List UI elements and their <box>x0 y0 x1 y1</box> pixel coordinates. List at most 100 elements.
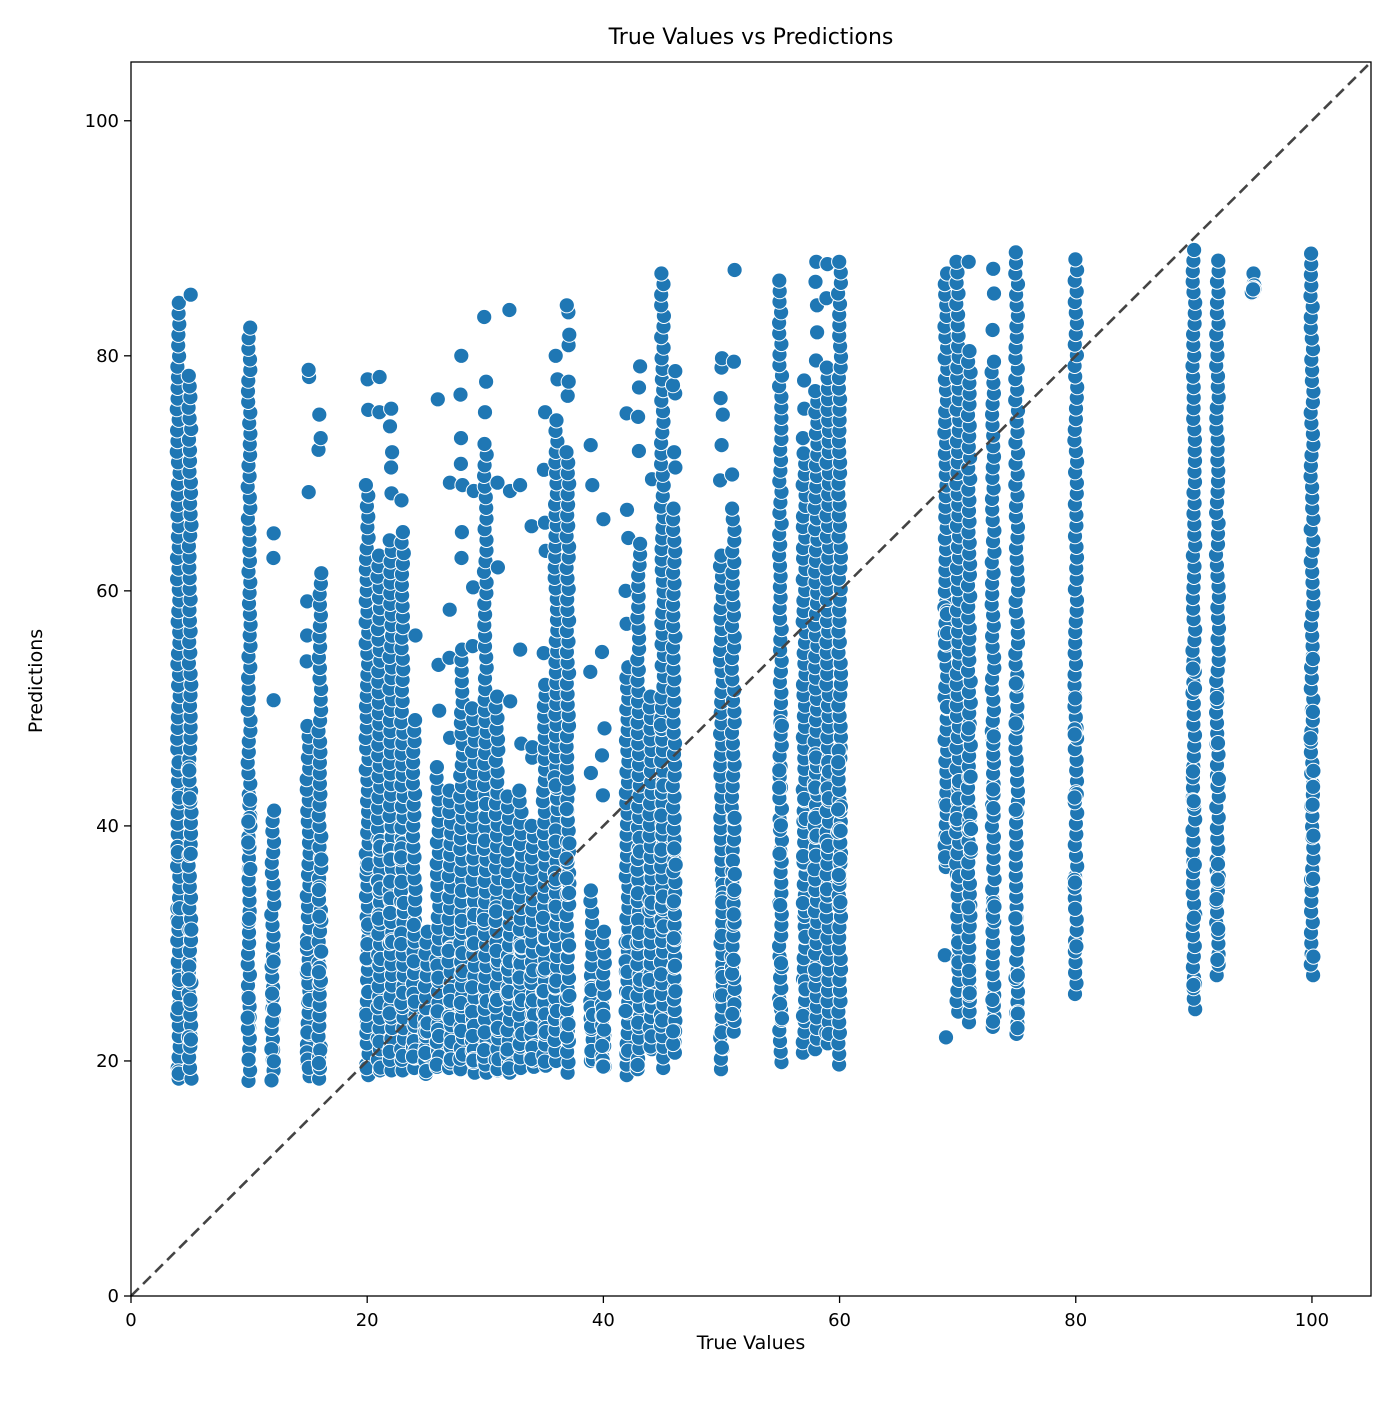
data-point <box>242 319 259 336</box>
y-tick-label: 60 <box>96 581 119 602</box>
data-point <box>407 712 424 729</box>
data-point <box>594 1037 611 1055</box>
data-point <box>795 445 812 462</box>
data-point <box>182 286 199 303</box>
x-axis: 0 20 40 60 80 100 <box>125 1296 1329 1331</box>
data-point <box>1009 1020 1026 1037</box>
data-point <box>772 955 790 972</box>
data-point <box>1209 871 1226 888</box>
data-point <box>182 991 199 1008</box>
data-point <box>593 643 611 661</box>
data-point <box>714 406 731 423</box>
data-point <box>311 406 328 423</box>
data-point <box>264 985 281 1002</box>
data-point <box>1209 856 1227 873</box>
data-point <box>559 387 576 404</box>
y-axis: 0 20 40 60 80 100 <box>85 111 131 1307</box>
data-point <box>665 500 682 517</box>
data-point <box>502 693 519 710</box>
data-point <box>313 943 330 960</box>
data-point <box>618 501 636 518</box>
data-point <box>595 1007 612 1024</box>
data-point <box>596 1021 613 1038</box>
data-point <box>1186 856 1203 873</box>
data-point <box>537 404 554 421</box>
x-tick-label: 40 <box>592 1310 615 1331</box>
data-point <box>726 261 743 279</box>
data-point <box>1185 976 1202 994</box>
y-tick-label: 0 <box>108 1286 119 1307</box>
data-point <box>960 720 977 737</box>
data-point <box>664 377 682 394</box>
data-point <box>725 353 743 370</box>
data-point <box>453 549 470 567</box>
data-point <box>1210 920 1227 937</box>
data-point <box>489 559 506 576</box>
data-point <box>725 906 742 923</box>
data-points <box>168 241 1322 1090</box>
data-point <box>310 964 327 981</box>
data-point <box>772 817 790 834</box>
data-point <box>501 301 518 319</box>
data-point <box>984 1013 1002 1030</box>
data-point <box>1305 870 1322 888</box>
data-point <box>1184 660 1202 677</box>
data-point <box>265 525 282 542</box>
data-point <box>310 881 328 899</box>
data-point <box>265 549 282 567</box>
data-point <box>667 856 684 873</box>
data-point <box>962 840 980 857</box>
data-point <box>630 408 647 425</box>
data-point <box>582 764 600 782</box>
data-point <box>1210 770 1228 788</box>
data-point <box>832 894 849 911</box>
x-axis-label: True Values <box>696 1332 805 1354</box>
data-point <box>984 991 1001 1009</box>
data-point <box>832 822 849 840</box>
data-point <box>595 1058 612 1075</box>
data-point <box>1068 938 1085 955</box>
data-point <box>489 474 506 491</box>
data-point <box>300 361 317 378</box>
data-point <box>561 884 578 902</box>
data-point <box>478 373 495 390</box>
data-point <box>313 851 330 868</box>
data-point <box>1007 715 1024 732</box>
data-point <box>1208 689 1225 707</box>
data-point <box>1066 789 1083 806</box>
data-point <box>371 368 388 386</box>
data-point <box>476 308 493 326</box>
data-point <box>937 1029 955 1046</box>
data-point <box>1209 951 1226 969</box>
data-point <box>1304 650 1322 668</box>
data-point <box>512 641 529 658</box>
data-point <box>511 782 528 799</box>
data-point <box>831 253 848 270</box>
data-point <box>667 363 684 380</box>
data-point <box>809 324 826 341</box>
x-tick-label: 0 <box>125 1310 136 1331</box>
data-point <box>561 326 578 343</box>
data-point <box>796 372 813 389</box>
data-point <box>1007 910 1024 927</box>
data-point <box>453 524 470 541</box>
data-point <box>961 985 978 1002</box>
y-tick-label: 80 <box>96 346 119 367</box>
data-point <box>300 484 317 501</box>
data-point <box>523 518 540 535</box>
data-point <box>558 444 575 461</box>
data-point <box>558 801 575 818</box>
data-point <box>180 971 197 988</box>
data-point <box>560 373 577 390</box>
data-point <box>596 720 613 737</box>
data-point <box>1303 245 1320 262</box>
data-point <box>665 893 683 910</box>
data-point <box>265 692 282 709</box>
data-point <box>393 492 410 509</box>
data-point <box>1186 241 1203 259</box>
data-point <box>523 1020 540 1037</box>
data-point <box>312 430 329 447</box>
data-point <box>310 1055 327 1072</box>
data-point <box>180 367 197 384</box>
data-point <box>582 663 599 681</box>
